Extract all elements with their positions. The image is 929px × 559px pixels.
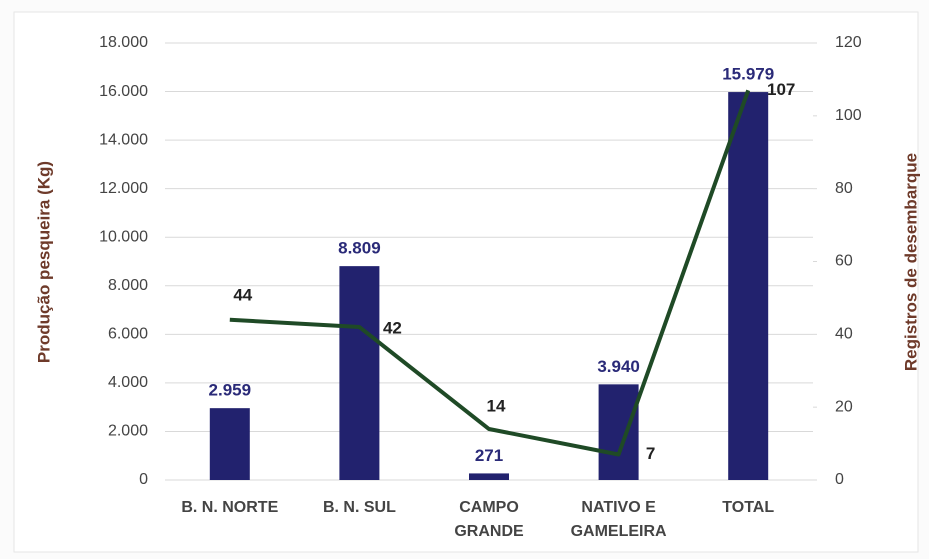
bar (339, 266, 380, 480)
y-tick-label: 6.000 (108, 326, 148, 343)
bar (469, 473, 509, 480)
y2-tick-label: 40 (835, 326, 853, 343)
bar (598, 384, 639, 480)
y-tick-label: 18.000 (99, 34, 148, 51)
y-tick-label: 14.000 (99, 131, 148, 148)
line (229, 89, 751, 457)
bar (728, 92, 769, 480)
y-tick-label: 0 (139, 471, 148, 488)
x-tick-label: TOTAL (722, 499, 774, 516)
line-value-label: 42 (383, 319, 402, 338)
line-value-label: 44 (233, 285, 252, 304)
line-value-label: 107 (767, 80, 795, 99)
y2-tick-label: 20 (835, 398, 853, 415)
x-tick-label: B. N. SUL (323, 499, 396, 516)
y2-tick-label: 100 (835, 107, 862, 124)
y-axis-label: Produção pesqueira (Kg) (34, 161, 53, 363)
y2-tick-label: 0 (835, 471, 844, 488)
bar-value-label: 271 (475, 446, 503, 465)
x-tick-label: CAMPO GRANDE (454, 499, 524, 540)
y-tick-label: 8.000 (108, 277, 148, 294)
y-tick-label: 10.000 (99, 228, 148, 245)
y-tick-label: 12.000 (99, 180, 148, 197)
bar-value-label: 15.979 (722, 65, 774, 84)
y-tick-label: 16.000 (99, 83, 148, 100)
bar-value-label: 8.809 (338, 239, 381, 258)
y2-tick-label: 60 (835, 253, 853, 270)
y2-axis-label: Registros de desembarque (901, 153, 920, 371)
y-tick-label: 4.000 (108, 374, 148, 391)
x-tick-label: B. N. NORTE (181, 499, 278, 516)
line-value-label: 14 (487, 397, 506, 416)
y2-tick-label: 120 (835, 34, 862, 51)
line-value-label: 7 (646, 444, 655, 463)
x-tick-label: NATIVO E GAMELEIRA (571, 499, 667, 540)
bar (209, 408, 250, 480)
bar-value-label: 3.940 (597, 357, 640, 376)
y2-tick-label: 80 (835, 180, 853, 197)
y-tick-label: 2.000 (108, 423, 148, 440)
bar-value-label: 2.959 (209, 381, 252, 400)
